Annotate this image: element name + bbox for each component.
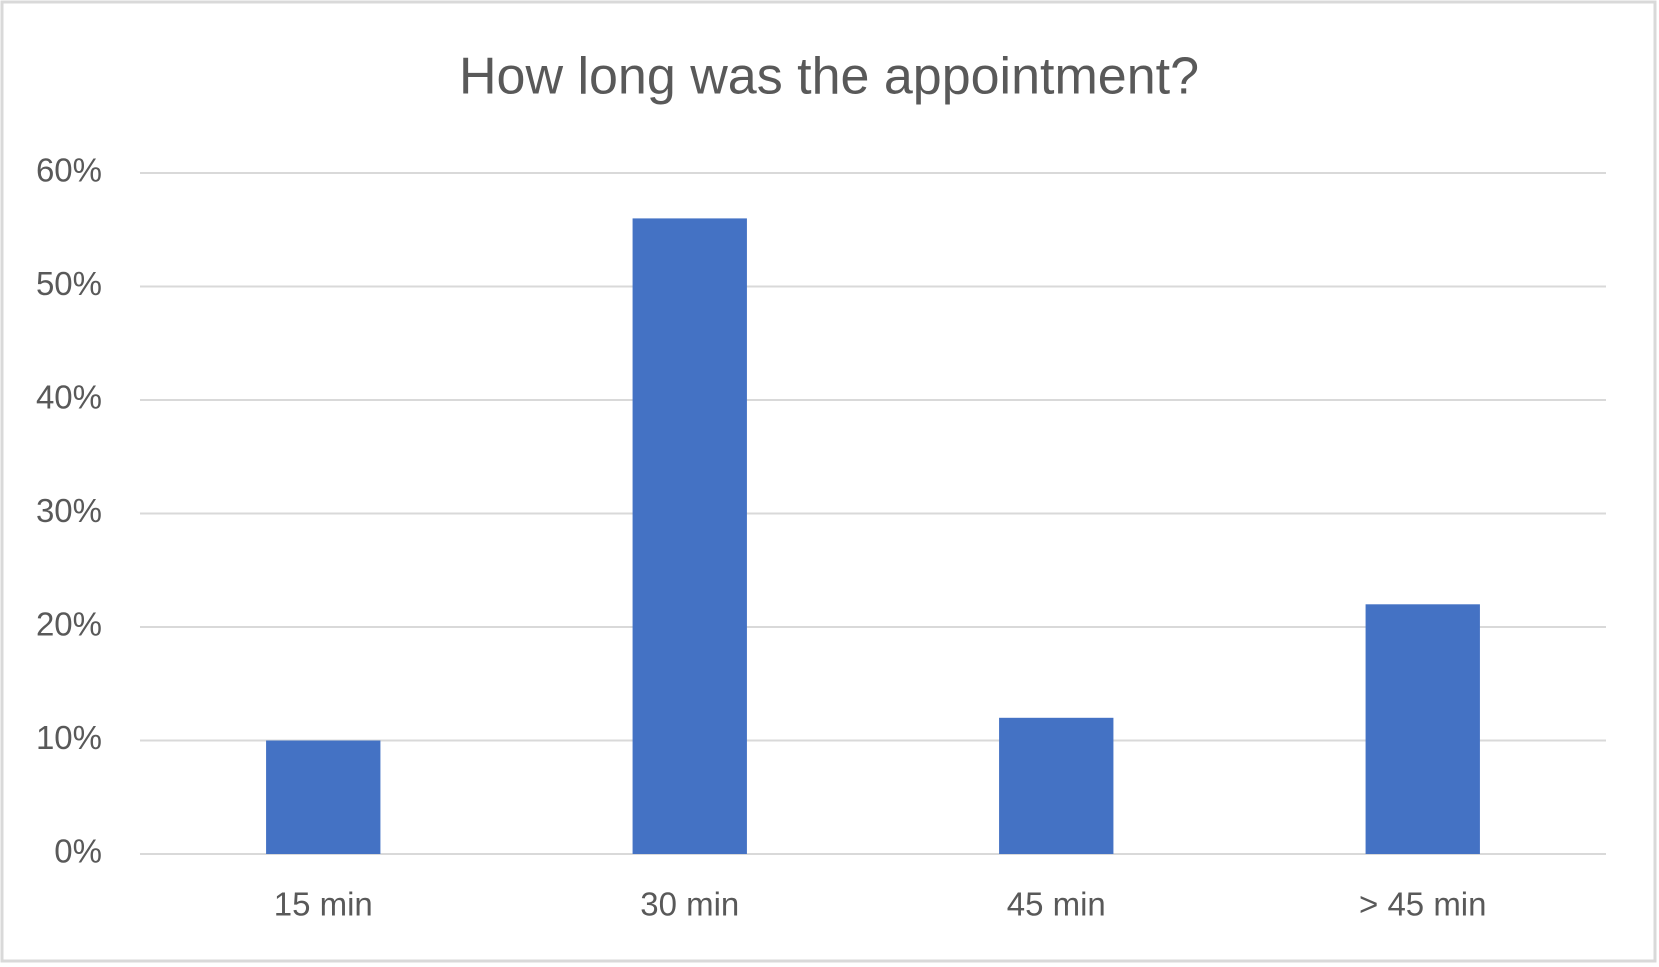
x-tick-label: 15 min (274, 886, 373, 923)
bar (1365, 604, 1480, 854)
y-tick-label: 10% (36, 719, 102, 756)
y-tick-label: 60% (36, 152, 102, 189)
chart-title: How long was the appointment? (459, 48, 1199, 106)
y-tick-label: 40% (36, 379, 102, 416)
x-tick-label: 45 min (1007, 886, 1106, 923)
y-tick-label: 50% (36, 265, 102, 302)
y-tick-label: 30% (36, 492, 102, 529)
x-tick-label: 30 min (640, 886, 739, 923)
bar (632, 218, 747, 854)
bar (999, 717, 1114, 854)
y-tick-label: 20% (36, 606, 102, 643)
bar (266, 740, 381, 854)
y-tick-label: 0% (54, 833, 102, 870)
x-tick-label: > 45 min (1359, 886, 1487, 923)
